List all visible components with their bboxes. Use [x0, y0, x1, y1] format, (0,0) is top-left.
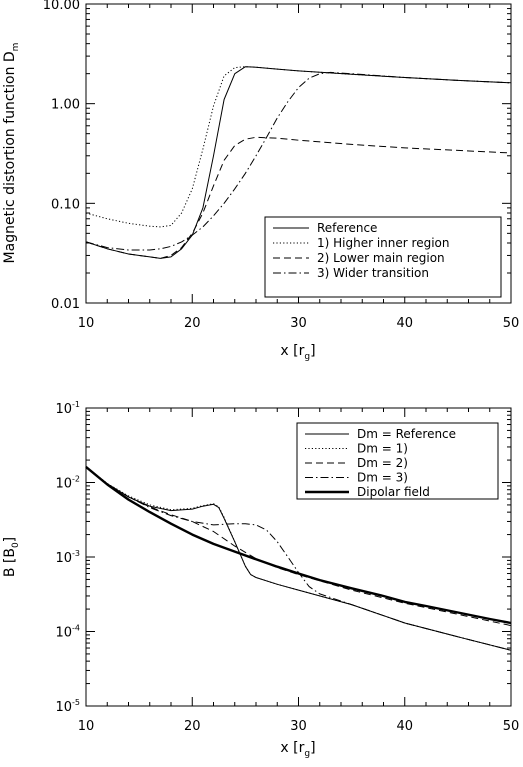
- series-line: [85, 71, 512, 251]
- x-tick-label: 50: [503, 316, 520, 331]
- legend-entry: 3) Wider transition: [317, 266, 429, 280]
- y-tick-label: 1.00: [51, 98, 80, 113]
- series-line: [85, 136, 512, 259]
- series-line: [85, 466, 512, 627]
- y-tick-label: 10-4: [55, 624, 80, 641]
- legend-entry: 1) Higher inner region: [317, 236, 449, 250]
- x-tick-label: 40: [396, 316, 413, 331]
- series-line: [85, 466, 512, 651]
- y-axis-label: B [B0]: [2, 537, 21, 577]
- y-tick-label: 10-5: [55, 698, 80, 715]
- legend-entry: 2) Lower main region: [317, 251, 445, 265]
- legend-entry: Dm = 1): [357, 442, 408, 456]
- series-line: [85, 465, 512, 625]
- y-tick-label: 0.01: [51, 297, 80, 312]
- x-axis-label: x [rg]: [280, 343, 315, 362]
- x-tick-label: 50: [503, 719, 520, 734]
- series-lines: [85, 465, 512, 651]
- x-tick-label: 20: [184, 719, 201, 734]
- x-tick-label: 10: [78, 316, 95, 331]
- legend-entry: Dm = 3): [357, 471, 408, 485]
- legend-box: [264, 216, 502, 298]
- y-axis-label: Magnetic distortion function Dm: [2, 43, 21, 264]
- legend-entry: Reference: [317, 221, 377, 235]
- distortion-function-chart: 10 20 30 40 50 0.01 0.10 1.00 10.00 Magnetic dis…: [2, 0, 519, 362]
- series-lines: [85, 66, 512, 259]
- y-tick-label: 0.10: [51, 197, 80, 212]
- y-tick-label: 10.00: [43, 0, 80, 13]
- series-line: [85, 66, 512, 228]
- x-tick-label: 30: [290, 316, 307, 331]
- y-tick-label: 10-3: [55, 549, 80, 566]
- legend-entry: Dipolar field: [357, 485, 430, 499]
- x-tick-label: 30: [290, 719, 307, 734]
- magnetic-field-chart: 10 20 30 40 50 10-5 10-4 10-3 10-2 10-1 B [B0] x …: [2, 400, 519, 759]
- x-tick-label: 20: [184, 316, 201, 331]
- axis-ticks: 10 20 30 40 50 0.01 0.10 1.00 10.00: [43, 0, 519, 331]
- axis-ticks: 10 20 30 40 50 10-5 10-4 10-3 10-2 10-1: [55, 400, 519, 734]
- x-axis-label: x [rg]: [280, 740, 315, 759]
- legend-entry: Dm = 2): [357, 456, 408, 470]
- series-line: [85, 466, 512, 651]
- x-tick-label: 10: [78, 719, 95, 734]
- y-tick-label: 10-1: [55, 400, 80, 417]
- legend-box: [296, 422, 499, 500]
- x-tick-label: 40: [396, 719, 413, 734]
- y-tick-label: 10-2: [55, 475, 80, 492]
- legend-entry: Dm = Reference: [357, 427, 456, 441]
